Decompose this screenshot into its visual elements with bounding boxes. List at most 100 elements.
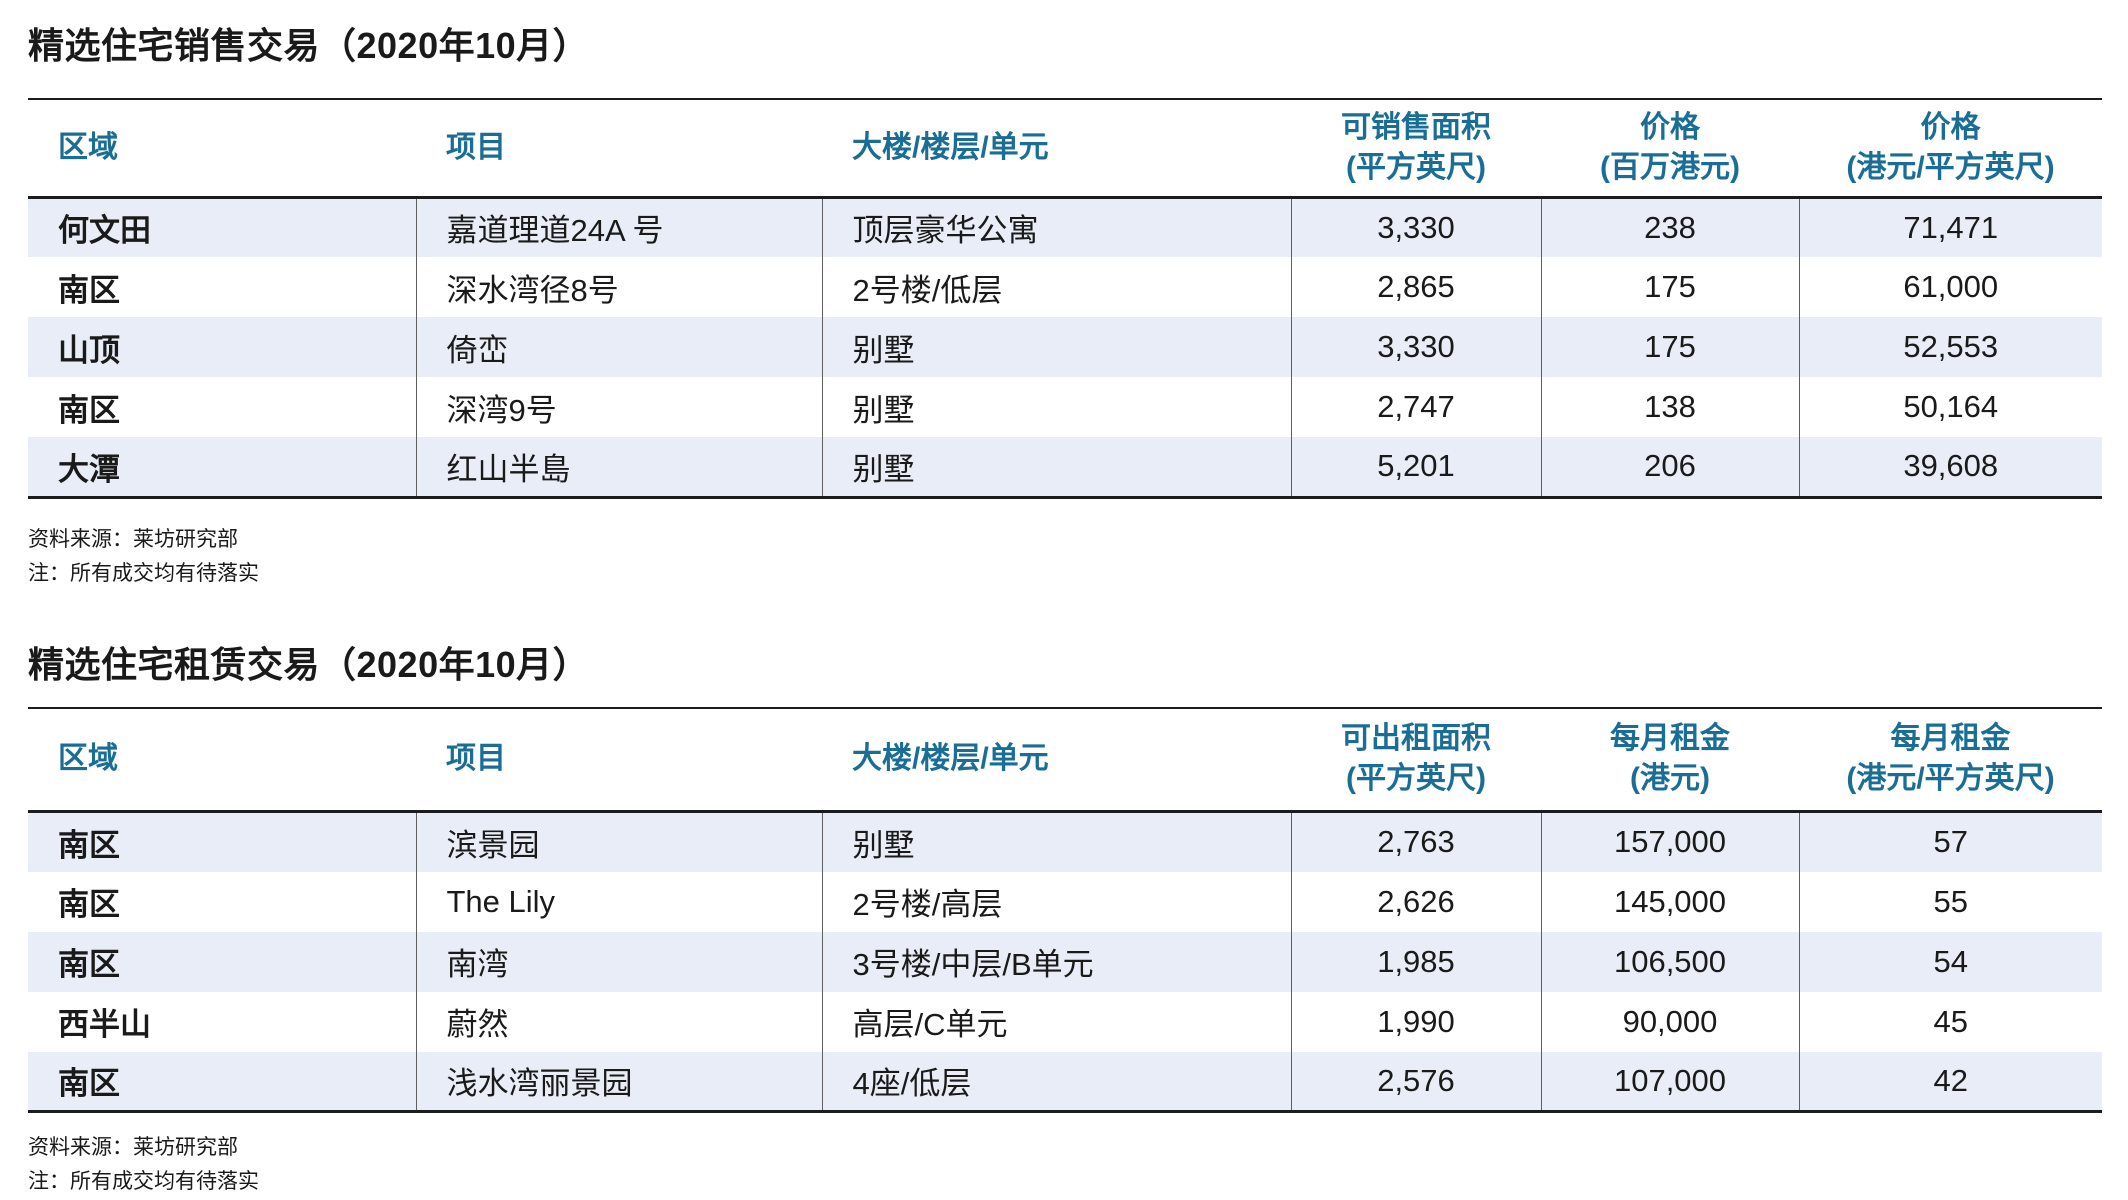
sales-header-price-psf: 价格 (港元/平方英尺) — [1799, 99, 2102, 199]
table-row: 南区 南湾 3号楼/中层/B单元 1,985 106,500 54 — [28, 931, 2102, 992]
rental-header-rent-psf: 每月租金 (港元/平方英尺) — [1799, 707, 2102, 813]
cell-project: 南湾 — [415, 931, 822, 992]
sales-header-district: 区域 — [28, 99, 416, 199]
table-row: 南区 深湾9号 别墅 2,747 138 50,164 — [28, 377, 2102, 437]
sales-table-title: 精选住宅销售交易（2020年10月） — [28, 25, 590, 66]
header-label: 可出租面积 — [1341, 722, 1491, 756]
rental-header-district: 区域 — [28, 707, 416, 813]
table-row: 大潭 红山半島 别墅 5,201 206 39,608 — [28, 437, 2102, 499]
cell-price-psf: 39,608 — [1798, 437, 2102, 499]
cell-district: 南区 — [58, 272, 120, 308]
cell-price-psf: 61,000 — [1798, 257, 2102, 317]
cell-rent-psf: 55 — [1798, 871, 2102, 932]
cell-building: 4座/低层 — [821, 1051, 1291, 1113]
rental-header-lettable-area: 可出租面积 (平方英尺) — [1291, 707, 1541, 813]
cell-area: 2,865 — [1290, 257, 1541, 317]
header-label: 每月租金 — [1610, 722, 1730, 756]
header-label: 项目 — [446, 130, 506, 164]
table-row: 南区 The Lily 2号楼/高层 2,626 145,000 55 — [28, 871, 2102, 932]
rental-disclaimer-note: 注：所有成交均有待落实 — [28, 1170, 259, 1193]
table-row: 南区 浅水湾丽景园 4座/低层 2,576 107,000 42 — [28, 1051, 2102, 1113]
cell-district: 南区 — [58, 887, 120, 922]
table-row: 南区 滨景园 别墅 2,763 157,000 57 — [28, 811, 2102, 872]
table-row: 南区 深水湾径8号 2号楼/低层 2,865 175 61,000 — [28, 257, 2102, 317]
rental-header-monthly-rent: 每月租金 (港元) — [1541, 707, 1799, 813]
table-row: 西半山 蔚然 高层/C单元 1,990 90,000 45 — [28, 991, 2102, 1052]
cell-district: 西半山 — [58, 1007, 151, 1042]
header-label: 价格 — [1920, 110, 1981, 144]
cell-building: 2号楼/低层 — [821, 257, 1291, 317]
sales-header-project: 项目 — [416, 99, 822, 199]
sales-table: 区域 项目 大楼/楼层/单元 可销售面积 (平方英尺) — [28, 98, 2102, 499]
cell-district: 南区 — [58, 947, 120, 982]
cell-building: 3号楼/中层/B单元 — [821, 931, 1291, 992]
sales-header-saleable-area: 可销售面积 (平方英尺) — [1291, 99, 1541, 199]
cell-area: 3,330 — [1290, 197, 1541, 257]
cell-project: 倚峦 — [415, 317, 822, 377]
cell-rent-psf: 42 — [1798, 1051, 2102, 1113]
cell-district: 南区 — [58, 827, 120, 863]
header-sub: (平方英尺) — [1346, 762, 1486, 796]
header-sub: (港元/平方英尺) — [1846, 150, 2055, 184]
cell-district: 大潭 — [28, 437, 416, 499]
cell-price-psf: 52,553 — [1798, 317, 2102, 377]
cell-area: 2,576 — [1290, 1051, 1541, 1113]
header-sub: (平方英尺) — [1346, 150, 1486, 184]
cell-price: 175 — [1540, 317, 1799, 377]
cell-price: 138 — [1540, 377, 1799, 437]
cell-rent-psf: 57 — [1798, 811, 2102, 872]
cell-district: 山顶 — [58, 332, 120, 368]
cell-monthly-rent: 145,000 — [1540, 871, 1799, 932]
cell-area: 1,990 — [1290, 991, 1541, 1052]
cell-rent-psf: 45 — [1798, 991, 2102, 1052]
cell-project: 滨景园 — [415, 811, 822, 872]
cell-district: 南区 — [58, 392, 120, 428]
rental-header-row: 区域 项目 大楼/楼层/单元 可出租面积 (平方英尺) — [28, 707, 2102, 813]
cell-monthly-rent: 157,000 — [1540, 811, 1799, 872]
cell-project: 蔚然 — [415, 991, 822, 1052]
cell-area: 2,763 — [1290, 811, 1541, 872]
cell-project: 红山半島 — [415, 437, 822, 499]
header-sub: (百万港元) — [1600, 150, 1740, 184]
header-label: 可销售面积 — [1341, 110, 1491, 144]
cell-monthly-rent: 107,000 — [1540, 1051, 1799, 1113]
cell-project: 深水湾径8号 — [415, 257, 822, 317]
cell-building: 高层/C单元 — [821, 991, 1291, 1052]
rental-header-project: 项目 — [416, 707, 822, 813]
cell-building: 别墅 — [821, 317, 1291, 377]
table-row: 何文田 嘉道理道24A 号 顶层豪华公寓 3,330 238 71,471 — [28, 197, 2102, 257]
table-row: 山顶 倚峦 别墅 3,330 175 52,553 — [28, 317, 2102, 377]
sales-section: 精选住宅销售交易（2020年10月） 区域 项目 大楼/楼 — [28, 24, 2102, 591]
header-label: 每月租金 — [1890, 722, 2011, 756]
sales-source-note: 资料来源：莱坊研究部 — [28, 527, 238, 551]
cell-area: 1,985 — [1290, 931, 1541, 992]
cell-project: The Lily — [415, 871, 822, 932]
header-sub: (港元) — [1630, 762, 1710, 796]
rental-source-note: 资料来源：莱坊研究部 — [28, 1136, 238, 1159]
cell-building: 2号楼/高层 — [821, 871, 1291, 932]
rental-header-building-floor-unit: 大楼/楼层/单元 — [822, 707, 1291, 813]
cell-building: 别墅 — [821, 437, 1291, 499]
rental-table-title: 精选住宅租赁交易（2020年10月） — [28, 643, 590, 685]
rental-section: 精选住宅租赁交易（2020年10月） 区域 项目 大楼/楼 — [28, 643, 2102, 1200]
cell-district: 南区 — [28, 1051, 416, 1113]
header-label: 区域 — [58, 742, 118, 776]
cell-price: 238 — [1540, 197, 1799, 257]
cell-area: 5,201 — [1290, 437, 1541, 499]
cell-price: 206 — [1540, 437, 1799, 499]
cell-monthly-rent: 90,000 — [1540, 991, 1799, 1052]
cell-price-psf: 50,164 — [1798, 377, 2102, 437]
sales-header-price: 价格 (百万港元) — [1541, 99, 1799, 199]
header-label: 大楼/楼层/单元 — [852, 130, 1049, 164]
cell-building: 顶层豪华公寓 — [821, 197, 1291, 257]
header-label: 价格 — [1640, 110, 1700, 144]
cell-project: 深湾9号 — [415, 377, 822, 437]
cell-monthly-rent: 106,500 — [1540, 931, 1799, 992]
cell-building: 别墅 — [821, 377, 1291, 437]
header-label: 大楼/楼层/单元 — [852, 742, 1049, 776]
cell-area: 2,747 — [1290, 377, 1541, 437]
cell-district: 何文田 — [58, 213, 151, 249]
cell-area: 3,330 — [1290, 317, 1541, 377]
cell-area: 2,626 — [1290, 871, 1541, 932]
